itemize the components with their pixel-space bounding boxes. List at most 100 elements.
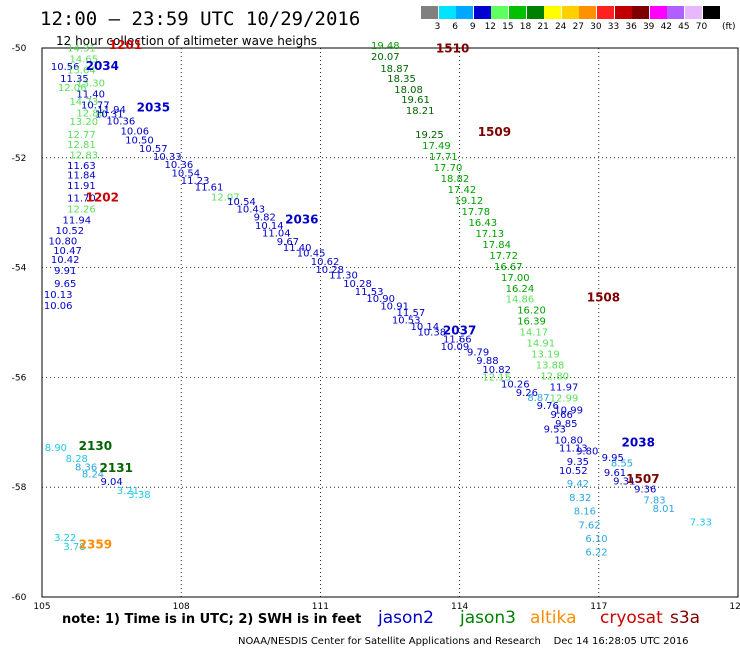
wave-height-value: 13.30 bbox=[76, 78, 105, 89]
wave-height-value: 10.42 bbox=[51, 255, 80, 266]
footer-note: note: 1) Time is in UTC; 2) SWH is in fe… bbox=[62, 612, 362, 627]
y-tick-label: -56 bbox=[12, 373, 27, 383]
wave-height-value: 10.26 bbox=[501, 379, 530, 390]
wave-height-value: 10.53 bbox=[392, 316, 421, 327]
pass-time-label: 1202 bbox=[86, 191, 119, 205]
wave-height-value: 9.31 bbox=[613, 476, 635, 487]
x-tick-label: 120 bbox=[729, 602, 740, 612]
pass-time-label: 2131 bbox=[100, 461, 133, 475]
wave-height-value: 7.33 bbox=[690, 518, 712, 529]
scale-bin bbox=[544, 6, 562, 19]
wave-height-value: 10.47 bbox=[53, 246, 82, 257]
wave-height-value: 8.55 bbox=[611, 458, 633, 469]
wave-height-value: 11.40 bbox=[76, 89, 105, 100]
scale-bin bbox=[473, 6, 491, 19]
wave-height-value: 9.80 bbox=[576, 446, 598, 457]
pass-time-label: 2036 bbox=[285, 213, 318, 227]
wave-height-value: 11.57 bbox=[397, 308, 426, 319]
y-tick-label: -58 bbox=[12, 483, 27, 493]
wave-height-value: 9.79 bbox=[467, 347, 489, 358]
y-tick-label: -60 bbox=[12, 593, 27, 603]
pass-time-label: 1510 bbox=[436, 41, 469, 55]
wave-height-value: 10.91 bbox=[380, 301, 409, 312]
scale-bin bbox=[526, 6, 544, 19]
scale-bin-label: 27 bbox=[572, 22, 585, 32]
wave-height-value: 7.62 bbox=[578, 520, 600, 531]
scale-bin bbox=[509, 6, 526, 19]
legend-jason3: jason3 bbox=[460, 608, 516, 628]
pass-time-label: 1507 bbox=[626, 472, 659, 486]
scale-bin bbox=[667, 6, 685, 19]
wave-height-value: 12.06 bbox=[58, 83, 87, 94]
scale-bin bbox=[491, 6, 509, 19]
wave-height-value: 10.36 bbox=[165, 160, 194, 171]
wave-height-value: 9.91 bbox=[54, 266, 76, 277]
wave-height-value: 19.61 bbox=[401, 95, 430, 106]
scale-bin-label: 18 bbox=[519, 22, 532, 32]
wave-height-value: 17.00 bbox=[501, 273, 530, 284]
wave-height-value: 8.90 bbox=[45, 443, 67, 454]
scale-bin-label: 42 bbox=[660, 22, 673, 32]
scale-bin-label: 15 bbox=[502, 22, 514, 32]
wave-height-value: 10.99 bbox=[554, 406, 583, 417]
wave-height-value: 10.13 bbox=[44, 290, 73, 301]
legend-altika: altika bbox=[530, 608, 577, 628]
wave-height-value: 10.52 bbox=[559, 466, 588, 477]
wave-height-value: 19.12 bbox=[455, 196, 484, 207]
wave-height-value: 14.65 bbox=[69, 54, 98, 65]
wave-height-value: 11.94 bbox=[97, 105, 126, 116]
scale-bin bbox=[421, 6, 438, 19]
wave-height-value: 10.06 bbox=[44, 301, 73, 312]
wave-height-value: 17.42 bbox=[448, 185, 477, 196]
pass-time-label: 2130 bbox=[79, 439, 112, 453]
wave-height-value: 11.66 bbox=[443, 334, 472, 345]
wave-height-value: 14.91 bbox=[526, 339, 555, 350]
wave-height-value: 3.78 bbox=[63, 542, 85, 553]
x-tick-label: 111 bbox=[312, 602, 329, 612]
wave-height-value: 10.36 bbox=[107, 116, 136, 127]
wave-height-value: 17.72 bbox=[489, 251, 518, 262]
wave-height-value: 16.43 bbox=[468, 218, 497, 229]
wave-height-value: 18.21 bbox=[406, 106, 435, 117]
wave-height-value: 3.21 bbox=[117, 486, 139, 497]
scale-bin-label: 45 bbox=[678, 22, 690, 32]
wave-height-value: 14.86 bbox=[506, 295, 535, 306]
pass-time-label: 2037 bbox=[443, 324, 476, 338]
wave-height-value: 10.31 bbox=[95, 110, 124, 121]
wave-height-value: 11.61 bbox=[195, 183, 224, 194]
wave-height-value: 11.84 bbox=[67, 171, 96, 182]
wave-height-value: 10.43 bbox=[236, 205, 265, 216]
wave-height-value: 8.24 bbox=[82, 469, 104, 480]
wave-height-value: 10.06 bbox=[120, 127, 149, 138]
x-tick-label: 108 bbox=[173, 602, 190, 612]
wave-height-value: 9.95 bbox=[602, 453, 624, 464]
wave-height-value: 13.19 bbox=[531, 350, 560, 361]
wave-height-value: 12.26 bbox=[67, 205, 96, 216]
wave-height-value: 13.88 bbox=[536, 361, 565, 372]
wave-height-value: 11.13 bbox=[559, 444, 588, 455]
scale-bin bbox=[702, 6, 720, 19]
scale-bin bbox=[632, 6, 650, 19]
wave-height-value: 8.16 bbox=[574, 507, 596, 518]
wave-height-value: 10.77 bbox=[81, 100, 110, 111]
wave-height-value: 16.24 bbox=[506, 284, 535, 295]
wave-height-value: 18.08 bbox=[394, 85, 423, 96]
y-tick-label: -52 bbox=[12, 154, 27, 164]
y-tick-label: -54 bbox=[12, 264, 27, 274]
wave-height-value: 9.82 bbox=[254, 212, 276, 223]
wave-height-value: 10.52 bbox=[56, 226, 85, 237]
wave-height-value: 9.61 bbox=[604, 468, 626, 479]
wave-height-value: 17.13 bbox=[475, 229, 504, 240]
wave-height-value: 11.30 bbox=[329, 271, 358, 282]
wave-height-value: 10.82 bbox=[482, 365, 511, 376]
scale-bin bbox=[597, 6, 614, 19]
wave-height-value: 9.88 bbox=[476, 356, 498, 367]
wave-height-value: 8.28 bbox=[66, 454, 88, 465]
wave-height-value: 10.80 bbox=[554, 435, 583, 446]
wave-height-value: 11.91 bbox=[67, 181, 96, 192]
scale-bin bbox=[649, 6, 667, 19]
x-tick-label: 105 bbox=[33, 602, 50, 612]
wave-height-value: 10.45 bbox=[297, 249, 326, 260]
wave-height-value: 3.22 bbox=[54, 533, 76, 544]
